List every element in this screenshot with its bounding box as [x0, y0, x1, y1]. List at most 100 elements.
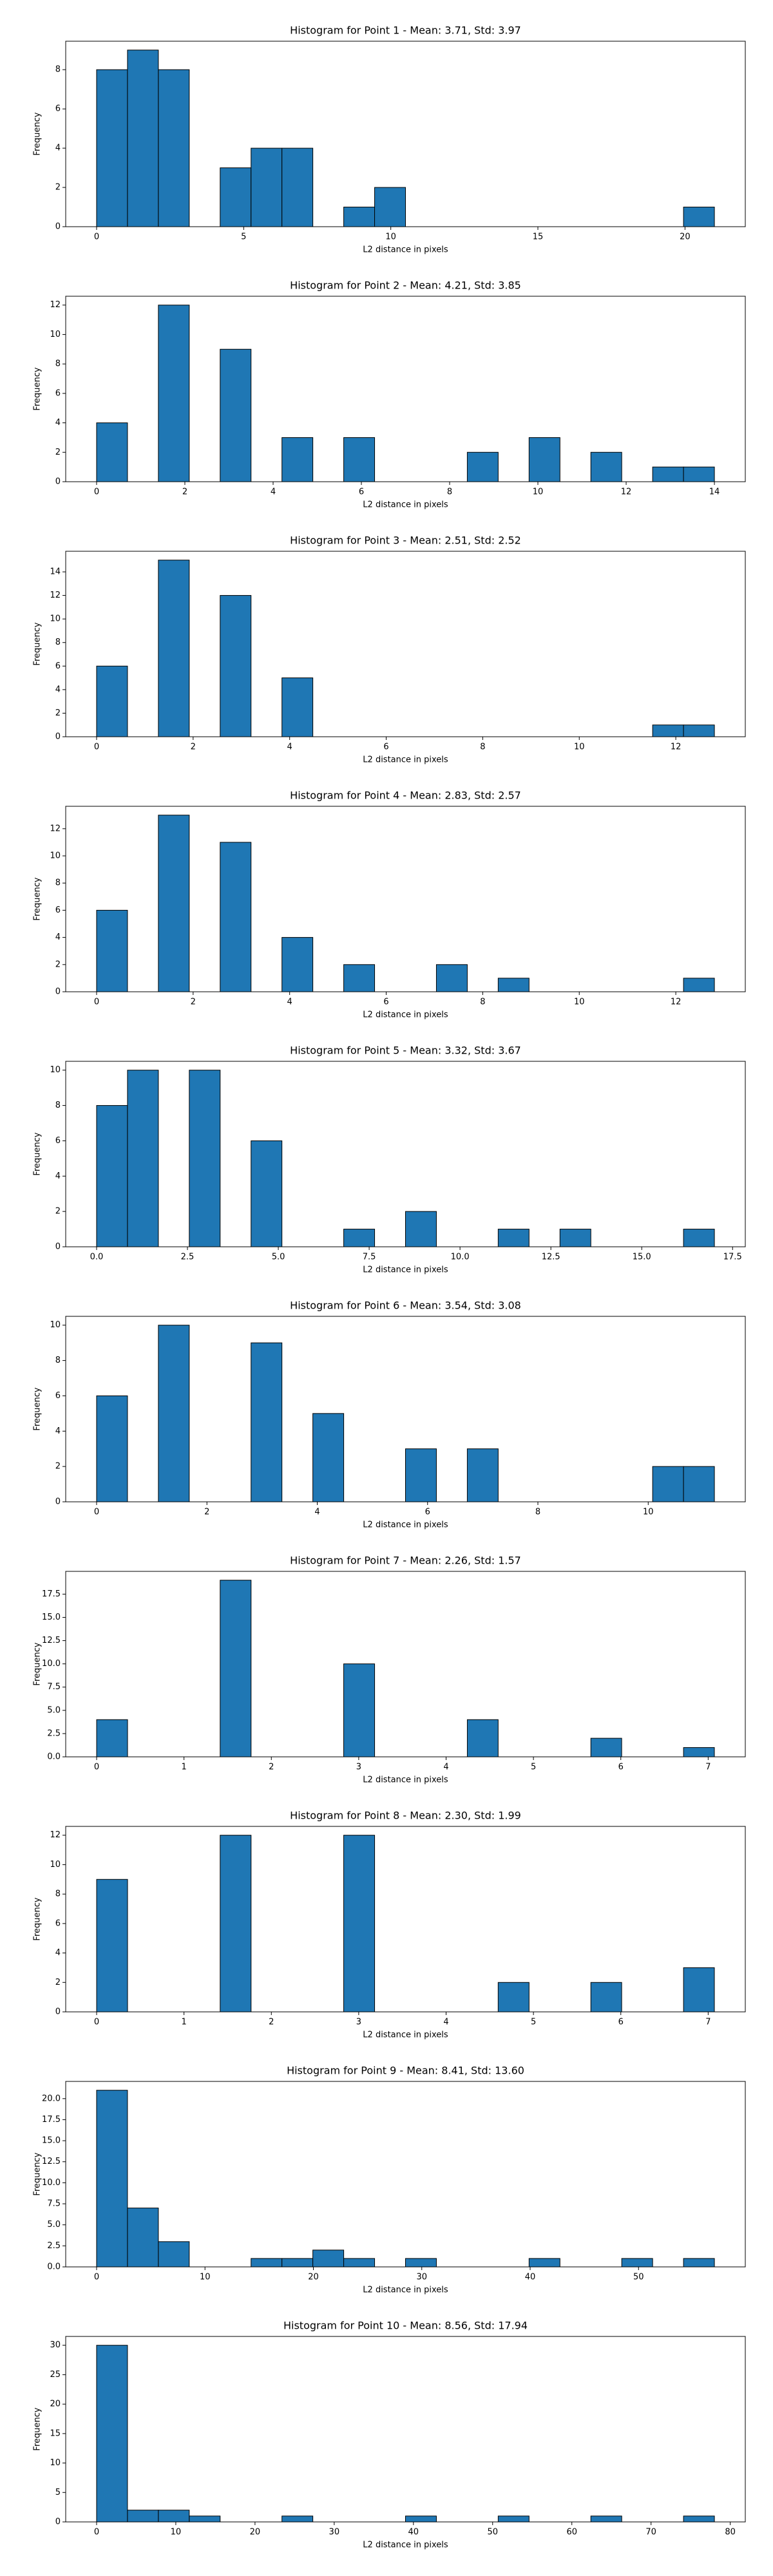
y-tick-label: 6 [55, 1136, 61, 1146]
bar [405, 2258, 437, 2268]
subplot: Histogram for Point 10 - Mean: 8.56, Std… [33, 2320, 746, 2550]
axes-frame [65, 2336, 746, 2523]
x-tick-label: 8 [480, 998, 485, 1007]
y-tick-label: 6 [55, 1918, 61, 1928]
x-tick-label: 2 [269, 2018, 274, 2027]
y-tick-label: 4 [55, 685, 61, 694]
y-tick-label: 0 [55, 2007, 61, 2017]
chart-title: Histogram for Point 10 - Mean: 8.56, Std… [283, 2320, 528, 2332]
y-tick-label: 8 [55, 1889, 61, 1899]
y-tick-label: 2 [55, 1207, 61, 1217]
x-tick-label: 6 [383, 998, 388, 1007]
bar [435, 964, 468, 992]
x-tick-label: 10 [533, 488, 544, 497]
y-tick-label: 0 [55, 987, 61, 997]
y-tick-label: 2.5 [47, 1728, 61, 1738]
x-tick-label: 0.0 [90, 1253, 104, 1262]
x-tick-label: 12 [671, 998, 682, 1007]
x-tick-label: 2 [182, 488, 187, 497]
x-axis-label: L2 distance in pixels [363, 755, 448, 765]
chart-title: Histogram for Point 8 - Mean: 2.30, Std:… [290, 1810, 521, 1822]
bar [466, 1719, 499, 1757]
y-tick-label: 20.0 [42, 2094, 61, 2103]
x-tick-label: 70 [645, 2528, 656, 2537]
bar [683, 1967, 715, 2012]
bar [343, 1835, 376, 2012]
y-tick-label: 8 [55, 65, 61, 75]
bar [96, 665, 128, 737]
bar [405, 2515, 437, 2523]
x-tick-label: 0 [94, 2018, 99, 2027]
bar [590, 1738, 622, 1757]
bar [559, 1229, 591, 1247]
bar [220, 348, 252, 482]
y-tick-label: 2.5 [47, 2241, 61, 2251]
subplot: Histogram for Point 4 - Mean: 2.83, Std:… [33, 790, 746, 1020]
x-tick-label: 40 [525, 2273, 536, 2282]
bar [652, 1466, 684, 1502]
bar [683, 207, 715, 227]
bar [251, 2258, 283, 2268]
x-tick-label: 15 [533, 232, 544, 242]
bar [466, 1448, 499, 1502]
x-tick-label: 40 [408, 2528, 419, 2537]
bar [497, 978, 530, 992]
chart-title: Histogram for Point 5 - Mean: 3.32, Std:… [290, 1045, 521, 1057]
x-axis-label: L2 distance in pixels [363, 1010, 448, 1020]
bar [282, 937, 314, 992]
y-tick-label: 2 [55, 183, 61, 193]
y-tick-label: 4 [55, 933, 61, 942]
y-tick-label: 17.5 [42, 2115, 61, 2125]
y-axis-label: Frequency [33, 1642, 43, 1685]
y-axis-label: Frequency [33, 2407, 43, 2450]
x-tick-label: 10 [574, 743, 585, 752]
bar [374, 187, 406, 227]
subplot: Histogram for Point 7 - Mean: 2.26, Std:… [33, 1555, 746, 1785]
bar [497, 1229, 530, 1247]
y-tick-label: 10 [50, 330, 61, 339]
chart-title: Histogram for Point 4 - Mean: 2.83, Std:… [290, 790, 521, 802]
bar [127, 1070, 159, 1247]
y-axis-label: Frequency [33, 112, 43, 155]
x-axis-label: L2 distance in pixels [363, 2541, 448, 2550]
y-tick-label: 15.0 [42, 1613, 61, 1622]
bar [497, 1982, 530, 2012]
axes-frame [65, 2081, 746, 2268]
x-tick-label: 8 [535, 1508, 540, 1517]
x-tick-label: 6 [618, 1763, 624, 1772]
x-axis-label: L2 distance in pixels [363, 2286, 448, 2295]
y-tick-label: 12 [50, 1830, 61, 1840]
bar [683, 978, 715, 992]
x-tick-label: 0 [94, 998, 99, 1007]
x-tick-label: 0 [94, 743, 99, 752]
bar [343, 207, 376, 227]
y-tick-label: 0 [55, 1497, 61, 1507]
axes-frame [65, 1061, 746, 1247]
bar [652, 724, 684, 737]
x-axis-label: L2 distance in pixels [363, 245, 448, 255]
x-tick-label: 6 [383, 743, 388, 752]
bar [590, 1982, 622, 2012]
chart-title: Histogram for Point 3 - Mean: 2.51, Std:… [290, 535, 521, 547]
y-tick-label: 4 [55, 418, 61, 428]
bar [683, 1229, 715, 1247]
x-tick-label: 0 [94, 232, 99, 242]
x-tick-label: 20 [308, 2273, 319, 2282]
y-axis-label: Frequency [33, 622, 43, 665]
bar [312, 1413, 345, 1502]
bar [96, 909, 128, 992]
bar [528, 2258, 560, 2268]
x-tick-label: 4 [287, 998, 292, 1007]
y-tick-label: 4 [55, 1171, 61, 1181]
x-tick-label: 12 [621, 488, 632, 497]
chart-title: Histogram for Point 2 - Mean: 4.21, Std:… [290, 279, 521, 292]
x-tick-label: 1 [181, 1763, 186, 1772]
bar [96, 1395, 128, 1502]
x-tick-label: 8 [447, 488, 452, 497]
y-tick-label: 5.0 [47, 1705, 61, 1715]
bar [127, 2208, 159, 2268]
y-tick-label: 7.5 [47, 1682, 61, 1692]
bar [343, 1229, 376, 1247]
y-tick-label: 12 [50, 300, 61, 310]
